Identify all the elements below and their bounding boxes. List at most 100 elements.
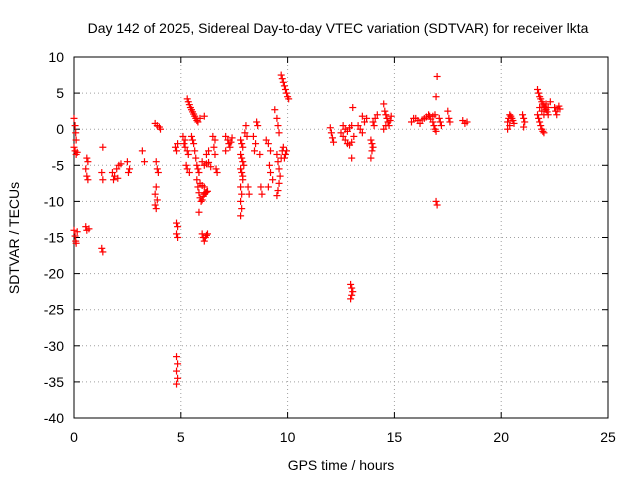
data-point [538, 107, 546, 115]
data-point [280, 154, 288, 162]
data-point [194, 118, 202, 126]
data-point [210, 143, 218, 151]
data-point [238, 140, 246, 148]
data-point [171, 143, 179, 151]
data-point [200, 237, 208, 245]
data-point [337, 129, 345, 137]
data-point [173, 230, 181, 238]
data-point [239, 158, 247, 166]
data-point [274, 158, 282, 166]
data-point [72, 129, 80, 137]
data-point [354, 122, 362, 130]
data-point [154, 169, 162, 177]
data-point [539, 127, 547, 135]
data-point [152, 205, 160, 213]
data-point [237, 212, 245, 220]
data-point [237, 136, 245, 144]
data-point [250, 147, 258, 155]
data-point [181, 143, 189, 151]
data-point [534, 111, 542, 119]
data-point [349, 104, 357, 112]
data-point [463, 118, 471, 126]
data-point [274, 187, 282, 195]
data-point [198, 196, 206, 204]
data-point [193, 176, 201, 184]
data-point [153, 165, 161, 173]
data-point [83, 172, 91, 180]
data-point [197, 197, 205, 205]
data-point [540, 111, 548, 119]
data-point [227, 138, 235, 146]
data-point [200, 183, 208, 191]
data-point [252, 140, 260, 148]
data-point [110, 176, 118, 184]
data-point [380, 100, 388, 108]
data-point [273, 114, 281, 122]
axis-ticks: 0 5 10 15 20 25 10 5 0 -5 -10 -15 -20 -25 -30 -35 -40 [44, 49, 616, 445]
data-point [243, 132, 251, 140]
data-point [283, 89, 291, 97]
data-point [253, 118, 261, 126]
data-point [510, 119, 518, 127]
data-point [126, 165, 134, 173]
data-point [173, 147, 181, 155]
data-point [237, 197, 245, 205]
data-point [281, 85, 289, 93]
data-point [327, 129, 335, 137]
data-point [187, 132, 195, 140]
data-point [432, 127, 440, 135]
data-point [194, 183, 202, 191]
data-point [173, 380, 181, 388]
data-point [416, 119, 424, 127]
data-point [425, 111, 433, 119]
data-point [173, 367, 181, 375]
data-point [358, 112, 366, 120]
data-point [348, 291, 356, 299]
data-point [536, 118, 544, 126]
data-point [228, 134, 236, 142]
data-point [239, 172, 247, 180]
data-point [195, 189, 203, 197]
data-point [504, 125, 512, 133]
y-tick-label: 5 [56, 85, 64, 101]
x-tick-label: 10 [280, 429, 296, 445]
data-point [343, 127, 351, 135]
y-tick-label: -40 [44, 410, 64, 426]
data-point [504, 118, 512, 126]
data-point [239, 143, 247, 151]
data-point [520, 114, 528, 122]
data-point [123, 158, 131, 166]
data-point [273, 150, 281, 158]
data-point [536, 104, 544, 112]
data-point [542, 100, 550, 108]
data-point [271, 106, 279, 114]
data-point [226, 143, 234, 151]
data-point [521, 118, 529, 126]
data-point [433, 201, 441, 209]
data-point [535, 89, 543, 97]
y-axis-label: SDTVAR / TECUs [6, 182, 22, 294]
data-point [348, 154, 356, 162]
x-axis-label: GPS time / hours [288, 457, 395, 473]
data-point [84, 176, 92, 184]
data-point [275, 165, 283, 173]
data-point [371, 114, 379, 122]
y-tick-label: -25 [44, 302, 64, 318]
data-point [280, 82, 288, 90]
data-point [275, 179, 283, 187]
data-point [281, 150, 289, 158]
data-point [330, 138, 338, 146]
y-tick-label: -10 [44, 193, 64, 209]
data-point [204, 187, 211, 195]
data-point [276, 172, 284, 180]
data-point [174, 360, 182, 368]
data-point [326, 124, 334, 132]
data-point [202, 150, 210, 158]
data-point [444, 107, 452, 115]
data-point [70, 226, 78, 234]
data-point [181, 136, 189, 144]
data-point [356, 125, 364, 133]
data-point [99, 176, 107, 184]
data-point [432, 93, 440, 101]
data-point [238, 154, 246, 162]
